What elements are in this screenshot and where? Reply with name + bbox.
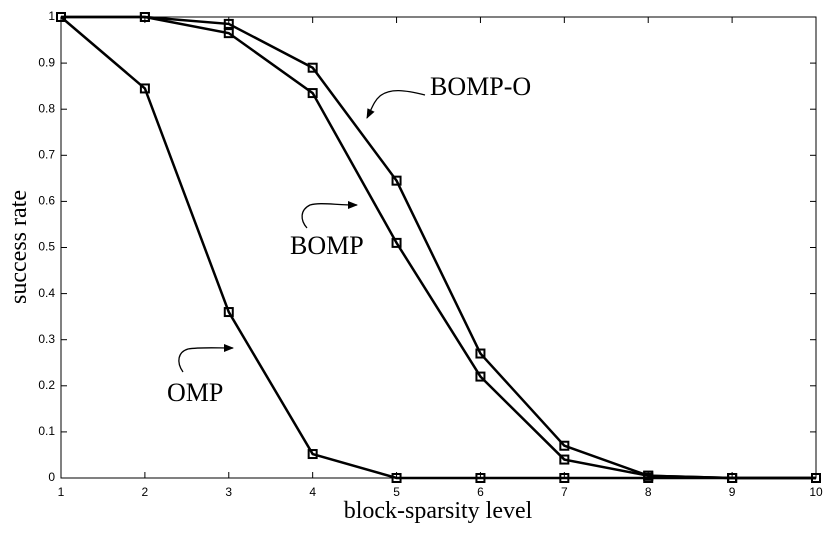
point-marker [811,473,821,483]
point-marker [391,473,402,483]
y-tick-label: 0 [48,470,55,484]
y-tick-label: 1 [48,9,55,23]
point-marker [307,449,318,460]
point-marker [307,88,318,99]
x-tick-label: 6 [477,485,484,499]
series-label: BOMP-O [430,72,531,101]
y-tick-label: 0.5 [38,240,55,254]
series-line [61,15,816,480]
y-tick-label: 0.1 [38,424,55,438]
x-tick-label: 3 [225,485,232,499]
point-marker [139,83,150,94]
y-tick-label: 0.3 [38,332,55,346]
point-marker [56,12,66,22]
point-marker [559,454,570,465]
point-marker [475,473,486,483]
x-tick-label: 8 [645,485,652,499]
series-label: OMP [167,378,223,407]
point-marker [559,473,570,483]
x-tick-label: 1 [58,485,65,499]
x-tick-label: 4 [309,485,316,499]
point-marker [727,473,738,483]
annotation-arrow [366,89,426,119]
annotation-arrow [301,200,358,229]
x-tick-label: 5 [393,485,400,499]
point-marker [307,62,318,73]
point-marker [643,470,654,481]
y-tick-label: 0.9 [38,55,55,69]
y-tick-label: 0.8 [38,101,55,115]
point-marker [475,371,486,382]
x-axis-label: block-sparsity level [344,498,533,524]
x-tick-label: 7 [561,485,568,499]
point-marker [223,307,234,318]
x-tick-label: 10 [809,485,823,499]
point-marker [223,28,234,39]
y-axis-label: success rate [6,190,32,304]
point-marker [223,18,234,29]
y-tick-label: 0.4 [38,286,55,300]
x-tick-label: 2 [142,485,149,499]
point-marker [139,12,150,22]
point-marker [559,440,570,451]
annotation-arrow [178,343,234,373]
x-tick-label: 9 [729,485,736,499]
point-marker [391,175,402,186]
series-label: BOMP [290,231,364,260]
y-tick-label: 0.7 [38,147,55,161]
y-tick-label: 0.6 [38,194,55,208]
point-marker [391,237,402,248]
point-marker [475,348,486,359]
y-tick-label: 0.2 [38,378,55,392]
